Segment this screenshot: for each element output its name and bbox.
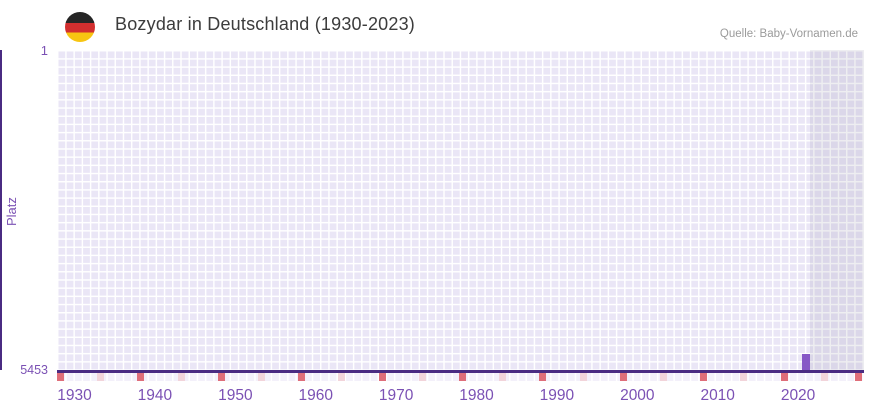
x-tick-label: 2020 — [780, 386, 816, 404]
axis-mark — [659, 372, 667, 381]
x-tick-label: 1950 — [218, 386, 253, 404]
axis-mark — [820, 372, 828, 381]
x-axis-line — [57, 370, 864, 373]
axis-mark — [298, 372, 306, 381]
rank-bar-2022 — [801, 354, 810, 370]
axis-mark — [137, 372, 145, 381]
axis-mark — [458, 372, 466, 381]
source-credit: Quelle: Baby-Vornamen.de — [719, 28, 858, 40]
axis-mark — [97, 372, 105, 381]
x-tick-label: 1930 — [57, 386, 92, 404]
axis-mark — [217, 372, 225, 381]
x-tick-label: 1940 — [137, 386, 173, 404]
axis-mark — [338, 372, 346, 381]
x-tick-label: 2010 — [700, 386, 735, 404]
axis-mark — [418, 372, 426, 381]
axis-mark — [579, 372, 587, 381]
plot-wrap: 1930 1940 1950 1960 1970 1980 1990 2000 2010 2020 — [55, 50, 864, 411]
axis-mark — [57, 372, 64, 381]
axis-mark — [740, 372, 748, 381]
axis-mark — [780, 372, 788, 381]
x-tick-label: 1990 — [539, 386, 575, 404]
axis-mark — [854, 372, 862, 381]
chart-title: Bozydar in Deutschland (1930-2023) — [115, 14, 415, 34]
axis-mark — [499, 372, 507, 381]
axis-mark — [539, 372, 547, 381]
axis-mark — [258, 372, 266, 381]
axis-tick-strip — [57, 372, 864, 381]
axis-mark — [177, 372, 185, 381]
x-tick-label: 1980 — [459, 386, 494, 404]
recent-years-shade — [809, 50, 864, 370]
x-tick-label: 2000 — [620, 386, 655, 404]
x-axis-labels: 1930 1940 1950 1960 1970 1980 1990 2000 2010 2020 — [57, 387, 864, 411]
germany-flag-icon — [65, 12, 95, 42]
axis-mark — [700, 372, 708, 381]
axis-mark — [378, 372, 386, 381]
y-tick-top: 1 — [40, 43, 48, 58]
x-tick-label: 1970 — [378, 386, 414, 404]
y-tick-bottom: 5453 — [20, 363, 48, 377]
plot-area — [57, 50, 864, 370]
x-tick-label: 1960 — [298, 386, 333, 404]
y-axis-label: Platz — [4, 197, 19, 227]
y-axis-line — [0, 50, 2, 370]
axis-mark — [619, 372, 627, 381]
